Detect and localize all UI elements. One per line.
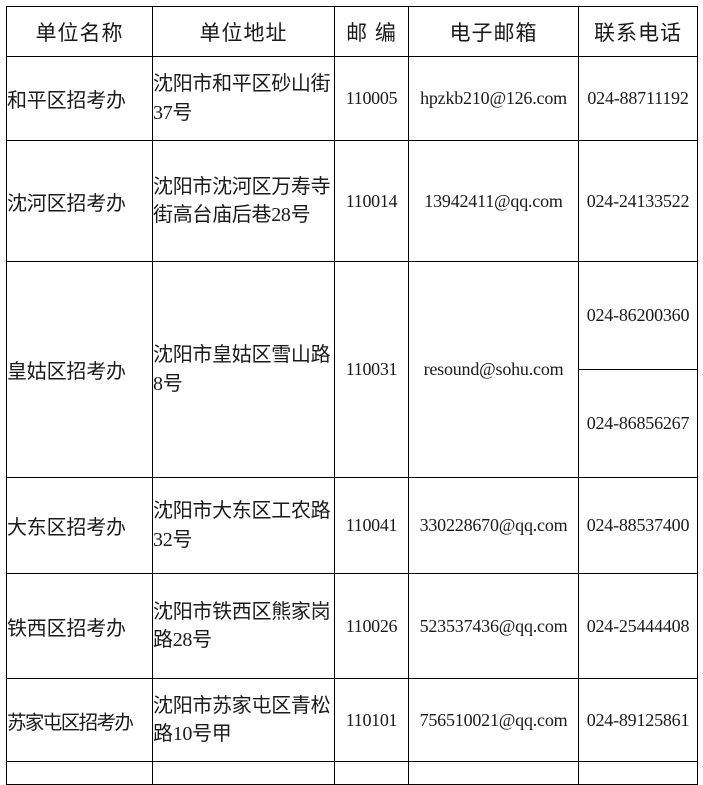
cell-postal-code: 110026 — [334, 573, 409, 679]
cell-unit-address: 沈阳市皇姑区雪山路8号 — [152, 261, 335, 478]
cell-unit-address: 沈阳市沈河区万寿寺街高台庙后巷28号 — [152, 140, 335, 262]
cell-unit-address: 沈阳市和平区砂山街37号 — [152, 56, 335, 141]
table-body: 和平区招考办 沈阳市和平区砂山街37号 110005 hpzkb210@126.… — [6, 56, 698, 785]
table-header-row: 单位名称 单位地址 邮 编 电子邮箱 联系电话 — [6, 6, 698, 57]
cell-postal-code: 110101 — [334, 678, 409, 762]
cell-unit-name — [6, 761, 153, 785]
cell-postal-code: 110014 — [334, 140, 409, 262]
cell-phone: 024-86200360 — [579, 262, 697, 370]
cell-phone: 024-88537400 — [578, 477, 698, 574]
cell-unit-name: 皇姑区招考办 — [6, 261, 153, 478]
cell-phone: 024-89125861 — [578, 678, 698, 762]
cell-postal-code: 110031 — [334, 261, 409, 478]
phone-split-row: 024-86856267 — [579, 370, 697, 478]
table-row: 沈河区招考办 沈阳市沈河区万寿寺街高台庙后巷28号 110014 1394241… — [6, 140, 698, 262]
table-row: 和平区招考办 沈阳市和平区砂山街37号 110005 hpzkb210@126.… — [6, 56, 698, 141]
cell-phone: 024-86856267 — [586, 413, 690, 433]
cell-phone: 024-88711192 — [578, 56, 698, 141]
column-header-phone: 联系电话 — [578, 6, 698, 57]
cell-phone-group: 024-86200360 024-86856267 — [578, 261, 698, 478]
cell-unit-address — [152, 761, 335, 785]
cell-unit-name: 大东区招考办 — [6, 477, 153, 574]
table-header: 单位名称 单位地址 邮 编 电子邮箱 联系电话 — [6, 6, 698, 57]
cell-email: 330228670@qq.com — [408, 477, 579, 574]
contact-info-table: 单位名称 单位地址 邮 编 电子邮箱 联系电话 和平区招考办 沈阳市和平区砂山街… — [6, 6, 698, 785]
cell-unit-address: 沈阳市铁西区熊家岗路28号 — [152, 573, 335, 679]
cell-postal-code: 110041 — [334, 477, 409, 574]
cell-phone: 024-25444408 — [578, 573, 698, 679]
phone-split-row: 024-86200360 — [579, 262, 697, 370]
cell-unit-name: 苏家屯区招考办 — [6, 678, 153, 762]
table-row: 苏家屯区招考办 沈阳市苏家屯区青松路10号甲 110101 756510021@… — [6, 678, 698, 762]
cell-unit-name: 和平区招考办 — [6, 56, 153, 141]
cell-postal-code — [334, 761, 409, 785]
column-header-unit-name: 单位名称 — [6, 6, 153, 57]
table-row: 大东区招考办 沈阳市大东区工农路32号 110041 330228670@qq.… — [6, 477, 698, 574]
cell-unit-name: 铁西区招考办 — [6, 573, 153, 679]
column-header-postal-code: 邮 编 — [334, 6, 409, 57]
document-page: 单位名称 单位地址 邮 编 电子邮箱 联系电话 和平区招考办 沈阳市和平区砂山街… — [6, 6, 698, 785]
table-row: 铁西区招考办 沈阳市铁西区熊家岗路28号 110026 523537436@qq… — [6, 573, 698, 679]
cell-unit-address: 沈阳市苏家屯区青松路10号甲 — [152, 678, 335, 762]
cell-email: hpzkb210@126.com — [408, 56, 579, 141]
cell-postal-code: 110005 — [334, 56, 409, 141]
cell-email: 13942411@qq.com — [408, 140, 579, 262]
table-row: 皇姑区招考办 沈阳市皇姑区雪山路8号 110031 resound@sohu.c… — [6, 261, 698, 478]
cell-unit-name: 沈河区招考办 — [6, 140, 153, 262]
phone-split-table: 024-86200360 024-86856267 — [579, 262, 697, 477]
column-header-email: 电子邮箱 — [408, 6, 579, 57]
column-header-unit-address: 单位地址 — [152, 6, 335, 57]
cell-email — [408, 761, 579, 785]
cell-phone — [578, 761, 698, 785]
cell-unit-address: 沈阳市大东区工农路32号 — [152, 477, 335, 574]
cell-phone: 024-24133522 — [578, 140, 698, 262]
table-row-partial — [6, 761, 698, 785]
cell-email: 756510021@qq.com — [408, 678, 579, 762]
cell-email: 523537436@qq.com — [408, 573, 579, 679]
cell-email: resound@sohu.com — [408, 261, 579, 478]
